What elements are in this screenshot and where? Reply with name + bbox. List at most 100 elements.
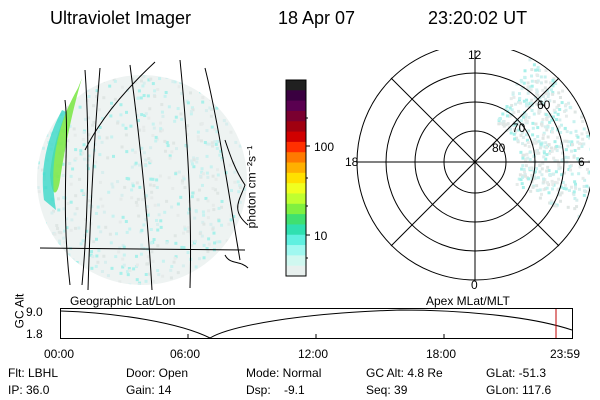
pixel	[72, 127, 76, 131]
pixel	[65, 226, 69, 230]
pixel	[112, 154, 116, 158]
pixel	[69, 67, 72, 70]
pixel	[172, 141, 176, 145]
pixel	[132, 267, 136, 271]
pixel	[202, 243, 206, 247]
pixel	[219, 75, 223, 76]
pixel	[125, 176, 129, 180]
pixel	[174, 255, 178, 259]
pixel	[497, 117, 501, 121]
pixel	[73, 267, 77, 271]
pixel	[63, 94, 67, 98]
pixel	[101, 79, 105, 83]
pixel	[523, 69, 527, 73]
pixel	[95, 60, 98, 63]
pixel	[543, 75, 547, 79]
pixel	[106, 274, 110, 278]
info-glat: GLat: -51.3	[486, 366, 547, 380]
pixel	[185, 278, 189, 282]
pixel	[150, 196, 154, 200]
pixel	[39, 68, 42, 71]
pixel	[133, 163, 137, 167]
pixel	[149, 77, 153, 81]
pixel	[32, 238, 35, 241]
pixel	[539, 81, 543, 85]
colorbar-band	[286, 162, 306, 174]
pixel	[40, 139, 44, 143]
uv-intensity-map	[32, 60, 247, 285]
pixel	[537, 107, 541, 111]
timeline-x-ticks	[187, 334, 445, 338]
pixel	[109, 282, 113, 285]
colorbar-band	[286, 121, 306, 133]
pixel	[57, 271, 61, 275]
pixel	[536, 79, 540, 83]
pixel	[233, 180, 237, 184]
pixel	[194, 265, 198, 269]
pixel	[573, 197, 577, 201]
pixel	[140, 146, 144, 150]
pixel	[541, 88, 545, 92]
pixel	[190, 195, 194, 199]
timeline-axis-title: GC Alt	[12, 293, 27, 329]
pixel	[550, 179, 554, 183]
pixel	[216, 168, 220, 172]
pixel	[189, 91, 193, 95]
pixel	[501, 112, 505, 116]
pixel	[540, 124, 544, 128]
pixel	[520, 167, 524, 171]
pixel	[543, 145, 547, 149]
pixel	[546, 165, 550, 169]
pixel	[531, 185, 535, 189]
pixel	[101, 117, 105, 121]
pixel	[549, 88, 553, 92]
pixel	[217, 206, 221, 210]
pixel	[119, 197, 123, 201]
pixel	[535, 68, 539, 72]
pixel	[516, 122, 520, 126]
pixel	[556, 145, 560, 149]
pixel	[569, 168, 573, 172]
pixel	[524, 133, 528, 137]
pixel	[199, 174, 203, 178]
pixel	[106, 66, 109, 69]
pixel	[523, 172, 527, 176]
pixel	[47, 85, 51, 89]
pixel	[569, 131, 573, 135]
pixel	[156, 269, 160, 273]
colorbar-band	[286, 234, 306, 246]
pixel	[522, 81, 526, 85]
pixel	[165, 241, 169, 245]
pixel	[93, 279, 97, 283]
pixel	[575, 133, 579, 137]
pixel	[39, 279, 43, 283]
pixel	[536, 135, 540, 139]
pixel	[180, 179, 184, 183]
pixel	[95, 94, 99, 98]
pixel	[202, 222, 206, 226]
pixel	[110, 101, 114, 105]
pixel	[582, 127, 586, 131]
pixel	[216, 140, 220, 144]
pixel	[123, 185, 127, 189]
pixel	[175, 72, 178, 75]
pixel	[116, 180, 120, 184]
pixel	[131, 77, 135, 81]
pixel	[530, 84, 534, 88]
pixel	[220, 223, 224, 227]
pixel	[521, 175, 525, 179]
pixel	[525, 98, 529, 102]
pixel	[139, 96, 143, 100]
pixel	[536, 93, 540, 97]
pixel	[92, 62, 95, 65]
pixel	[81, 151, 85, 155]
pixel	[108, 84, 112, 88]
pixel	[32, 209, 35, 212]
pixel	[545, 92, 549, 96]
pixel	[566, 144, 570, 148]
pixel	[202, 256, 206, 260]
pixel	[129, 124, 133, 128]
timeline-x-tick-0600: 06:00	[170, 347, 201, 361]
pixel	[147, 116, 151, 120]
pixel	[245, 259, 247, 263]
